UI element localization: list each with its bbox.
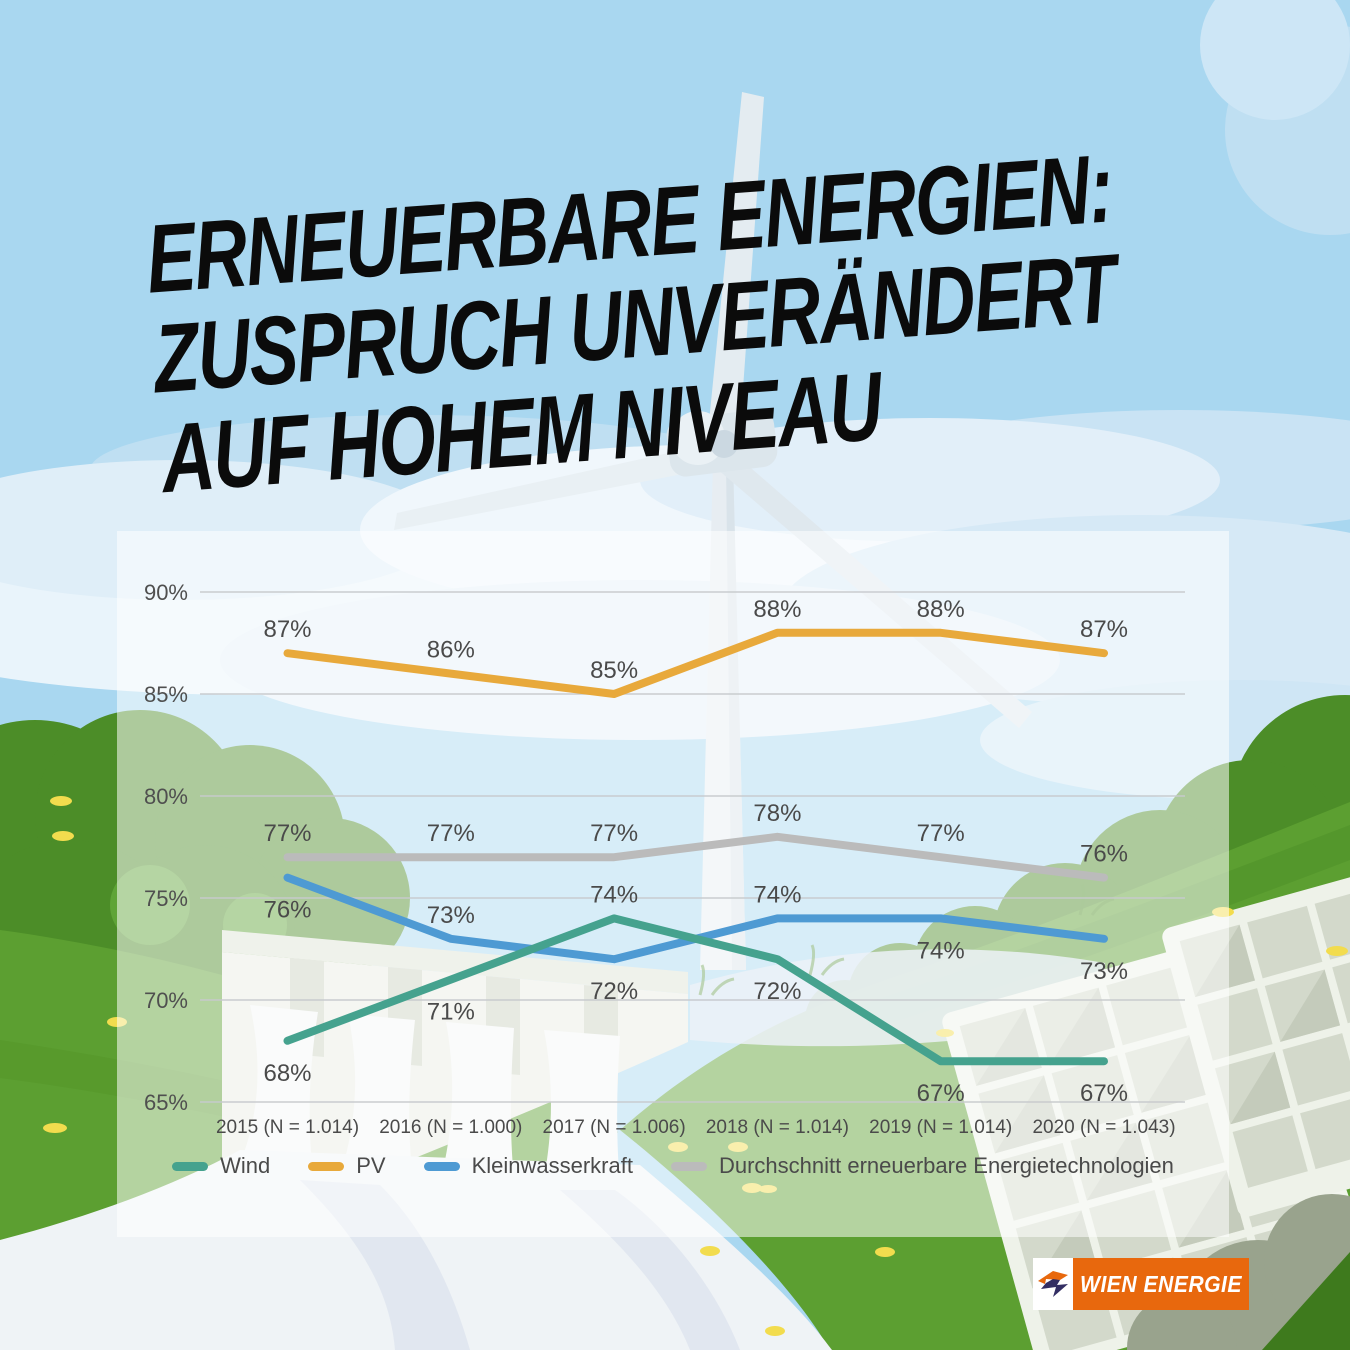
x-axis-category-label: 2017 (N = 1.006) [543,1117,686,1138]
data-label-wind: 72% [753,978,801,1005]
data-label-durchschnitt: 77% [263,820,311,847]
y-axis-tick-label: 90% [144,580,188,605]
wien-energie-logo-mark [1033,1258,1073,1310]
x-axis-category-label: 2015 (N = 1.014) [216,1117,359,1138]
legend-item-pv: PV [308,1153,386,1179]
legend-label: Durchschnitt erneuerbare Energietechnolo… [718,1153,1174,1178]
legend-swatch-pv [308,1161,345,1171]
legend-label: Kleinwasserkraft [471,1153,633,1178]
y-axis-tick-label: 85% [144,682,188,707]
data-label-durchschnitt: 77% [917,820,965,847]
data-label-pv: 87% [263,616,311,643]
chart-line-kleinwasserkraft [283,873,1108,964]
legend-item-kleinwasserkraft: Kleinwasserkraft [423,1153,633,1179]
wien-energie-wordmark-box: WIEN ENERGIE [1073,1258,1249,1310]
data-label-wind: 68% [263,1060,311,1087]
y-axis-tick-label: 65% [144,1090,188,1115]
y-axis-tick-label: 80% [144,784,188,809]
data-label-pv: 88% [917,596,965,623]
data-label-kleinwasserkraft: 72% [590,978,638,1005]
x-axis-category-label: 2019 (N = 1.014) [869,1117,1012,1138]
data-label-pv: 85% [590,657,638,684]
x-axis-category-label: 2018 (N = 1.014) [706,1117,849,1138]
data-label-pv: 87% [1080,616,1128,643]
legend-label: Wind [220,1153,271,1178]
corner-bush [1127,1194,1350,1350]
wien-energie-wordmark: WIEN ENERGIE [1080,1270,1242,1297]
data-label-kleinwasserkraft: 74% [753,881,801,908]
data-label-durchschnitt: 78% [753,800,801,827]
data-label-kleinwasserkraft: 74% [917,937,965,964]
chart-line-pv [283,628,1108,698]
data-label-wind: 71% [427,999,475,1026]
data-label-kleinwasserkraft: 76% [263,897,311,924]
legend-swatch-durchschnitt [670,1161,707,1171]
legend-item-durchschnitt: Durchschnitt erneuerbare Energietechnolo… [670,1153,1174,1179]
wien-energie-logo: WIEN ENERGIE [1033,1258,1249,1310]
data-label-kleinwasserkraft: 73% [1080,958,1128,985]
chart-line-durchschnitt [283,832,1108,882]
legend-swatch-kleinwasserkraft [423,1161,460,1171]
data-label-durchschnitt: 77% [590,820,638,847]
x-axis-category-label: 2016 (N = 1.000) [379,1117,522,1138]
legend-label: PV [356,1153,386,1178]
y-axis-tick-label: 70% [144,988,188,1013]
legend-swatch-wind [172,1161,209,1171]
data-label-wind: 74% [590,881,638,908]
data-label-wind: 67% [1080,1080,1128,1107]
data-label-wind: 67% [917,1080,965,1107]
data-label-kleinwasserkraft: 73% [427,902,475,929]
y-axis-tick-label: 75% [144,886,188,911]
data-label-durchschnitt: 77% [427,820,475,847]
chart-legend: Wind PV Kleinwasserkraft Durchschnitt erneu… [117,1150,1229,1182]
data-label-pv: 86% [427,637,475,664]
chart-line-wind [283,914,1108,1066]
data-label-durchschnitt: 76% [1080,841,1128,868]
data-label-pv: 88% [753,596,801,623]
x-axis-category-label: 2020 (N = 1.043) [1032,1117,1175,1138]
legend-item-wind: Wind [172,1153,270,1179]
wien-energie-glyph-icon [1038,1271,1068,1297]
